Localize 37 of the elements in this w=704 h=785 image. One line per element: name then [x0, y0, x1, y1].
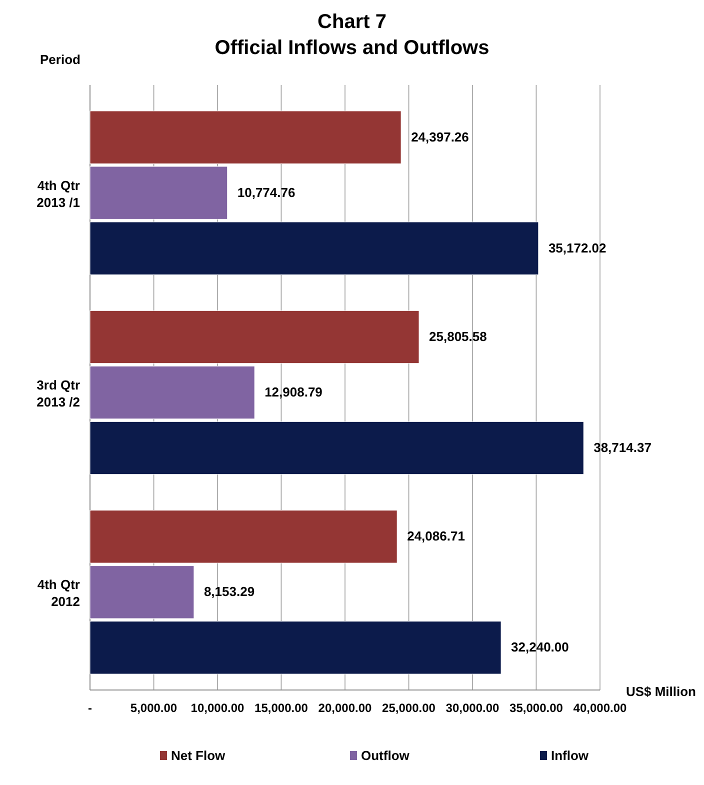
bar: [90, 566, 194, 619]
x-tick-label: -: [88, 701, 92, 715]
x-tick-label: 15,000.00: [254, 701, 308, 715]
data-label: 25,805.58: [429, 329, 487, 344]
data-label: 24,397.26: [411, 129, 469, 144]
data-label: 38,714.37: [594, 440, 652, 455]
bar: [90, 222, 539, 275]
x-tick-label: 10,000.00: [190, 701, 245, 715]
x-tick-label: 5,000.00: [130, 701, 178, 715]
chart-title: Chart 7: [318, 11, 386, 33]
bar: [90, 366, 255, 420]
bar: [90, 166, 228, 220]
y-tick-label: 4th Qtr 2012: [37, 577, 80, 610]
x-axis-title: US$ Million: [626, 684, 696, 699]
x-tick-label: 40,000.00: [573, 701, 628, 715]
chart-subtitle: Official Inflows and Outflows: [214, 37, 490, 59]
y-tick-label: 3rd Qtr 2013 /2: [36, 378, 80, 410]
y-tick-label: 4th Qtr 2013 /1: [36, 178, 80, 210]
x-tick-label: 35,000.00: [510, 701, 564, 715]
data-label: 12,908.79: [264, 384, 322, 400]
legend-label: Inflow: [551, 748, 590, 763]
bar: [90, 421, 584, 475]
bar: [90, 621, 502, 674]
data-label: 24,086.71: [407, 528, 465, 544]
bar: [90, 510, 398, 564]
data-label: 10,774.76: [237, 184, 296, 200]
x-tick-label: 30,000.00: [446, 701, 500, 715]
legend-label: Net Flow: [171, 748, 226, 763]
x-tick-label: 25,000.00: [382, 701, 436, 715]
bar: [90, 310, 420, 364]
data-label: 32,240.00: [511, 640, 569, 655]
x-tick-label: 20,000.00: [318, 701, 372, 715]
data-label: 35,172.02: [548, 240, 606, 256]
data-label: 8,153.29: [204, 584, 255, 600]
bar: [90, 110, 402, 164]
y-axis-title: Period: [40, 52, 81, 67]
legend-label: Outflow: [361, 748, 410, 763]
